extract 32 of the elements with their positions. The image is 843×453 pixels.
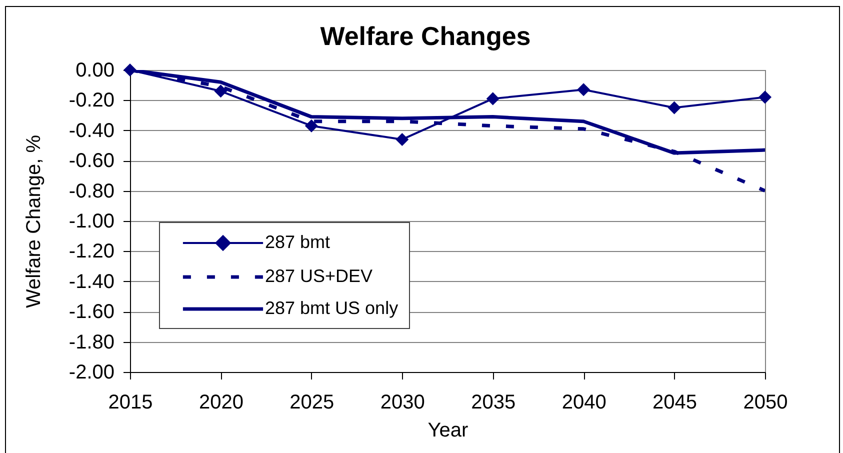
- y-tick-label: -0.80: [68, 180, 114, 202]
- y-tick-label: -0.60: [68, 150, 114, 172]
- point: [758, 90, 772, 104]
- y-tick-label: -0.40: [68, 120, 114, 142]
- point: [396, 132, 409, 146]
- x-tick-label: 2030: [380, 392, 425, 414]
- legend-label: 287 bmt US only: [265, 298, 398, 318]
- point: [668, 101, 681, 114]
- y-tick-label: -1.00: [68, 210, 114, 232]
- y-axis-title: Welfare Change, %: [22, 134, 45, 308]
- point: [486, 92, 500, 106]
- legend-label: 287 US+DEV: [265, 266, 373, 286]
- x-axis-title: Year: [428, 420, 469, 442]
- x-tick-label: 2020: [198, 392, 244, 414]
- y-tick-label: -1.20: [68, 240, 114, 263]
- point: [214, 84, 228, 98]
- x-tick-label: 2050: [743, 392, 788, 414]
- x-tick-label: 2025: [290, 392, 334, 414]
- y-tick-label: -2.00: [68, 362, 114, 384]
- x-tick-label: 2035: [471, 392, 516, 414]
- y-tick-label: -1.60: [68, 301, 114, 324]
- y-tick-label: 0.00: [76, 60, 114, 82]
- x-tick-label: 2045: [652, 392, 698, 414]
- legend-label: 287 bmt: [265, 232, 330, 252]
- chart-title: Welfare Changes: [320, 21, 531, 51]
- x-tick-label: 2040: [562, 392, 606, 414]
- y-tick-label: -1.80: [68, 331, 114, 354]
- point: [577, 83, 590, 96]
- x-tick-label: 2015: [108, 392, 153, 414]
- y-tick-label: -0.20: [68, 90, 114, 112]
- y-tick-label: -1.40: [68, 270, 114, 293]
- point: [304, 119, 318, 132]
